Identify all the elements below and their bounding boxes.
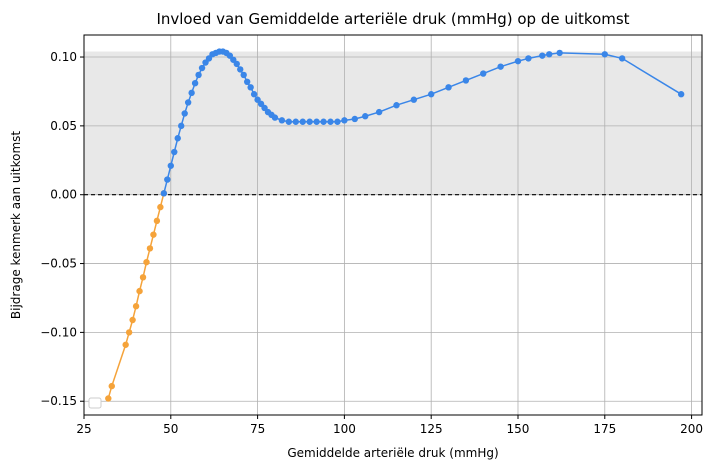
y-tick-label: −0.15 [40,394,77,408]
chart-title: Invloed van Gemiddelde arteriële druk (m… [156,10,629,28]
axes-frame [83,34,703,416]
series-2-point [164,176,171,183]
series-2-point [240,71,247,79]
series-2-point [351,115,359,123]
y-axis-ticks: −0.15 −0.10 −0.05 0.00 0.05 0.10 [40,50,84,408]
series-2-point [160,190,168,197]
x-tick-label: 100 [333,422,356,436]
series-2-point [462,77,470,84]
series-1-point [108,382,115,390]
series-2-point [341,117,348,124]
series-2-point [618,55,626,62]
series-2-point [174,135,181,142]
series-2-point [320,118,327,125]
y-tick-label: −0.05 [40,257,77,271]
series-2-point [271,114,279,121]
series-1-point [105,395,112,402]
series-2-point [195,71,202,79]
series-2-point [188,89,195,97]
series-1-point [136,287,143,295]
x-tick-label: 75 [250,422,265,436]
series-2-point [285,118,293,125]
x-tick-label: 125 [420,422,443,436]
series-2-point [198,64,206,72]
series-1-point [129,316,136,324]
series-1-point [139,274,147,281]
series-2-point [247,84,254,91]
series-2-point [393,102,400,109]
series-2-point [171,148,178,156]
series-1-point [146,245,154,252]
series-2-point [167,162,174,169]
series-1-point [150,231,157,238]
series-2-point [299,118,306,125]
series-2-point [539,52,546,59]
series-1-point [132,303,140,310]
legend-box [88,397,102,409]
y-axis-label: Bijdrage kenmerk aan uitkomst [9,131,23,319]
series-2-point [445,84,452,91]
series-2-point [243,78,251,86]
x-tick-label: 25 [76,422,91,436]
series-2-point [427,91,435,98]
series-2-point [237,66,244,73]
series-2-point [306,118,313,125]
series-1-point [157,203,164,211]
series-2-point [327,118,334,125]
series-2-point [410,96,418,103]
x-axis-label: Gemiddelde arteriële druk (mmHg) [287,446,498,460]
series-2-point [556,49,563,57]
series-2-point [184,99,192,106]
series-2-point [250,91,258,98]
series-2-point [546,51,553,58]
series-1-point [122,341,129,348]
series-2-point [178,122,185,130]
series-2-point [278,117,286,124]
series-2-point [181,110,188,117]
series-2-point [677,91,685,98]
x-tick-label: 175 [593,422,616,436]
y-tick-label: 0.10 [50,50,77,64]
series-2-point [233,60,240,68]
series-1-point [143,258,150,266]
series-layer [105,48,685,402]
series-2-point [375,108,383,116]
series-2-point [313,118,320,125]
x-tick-label: 150 [507,422,530,436]
series-1-point [125,329,133,336]
series-2-point [514,57,522,65]
y-tick-label: 0.00 [50,188,77,202]
plot-area [83,34,703,416]
series-2-point [497,63,504,70]
series-2-point [525,55,532,62]
shaded-band [84,51,702,195]
series-2-point [292,118,299,125]
y-tick-label: 0.05 [50,119,77,133]
series-2-point [480,70,487,77]
series-2-point [191,79,199,87]
series-2-point [601,51,608,58]
x-tick-label: 50 [163,422,178,436]
x-axis-ticks: 25 50 75 100 125 150 175 200 [76,415,703,436]
y-tick-label: −0.10 [40,325,77,339]
series-1-point [153,217,161,225]
x-tick-label: 200 [680,422,703,436]
series-2-point [362,113,369,120]
series-2-point [334,118,341,125]
